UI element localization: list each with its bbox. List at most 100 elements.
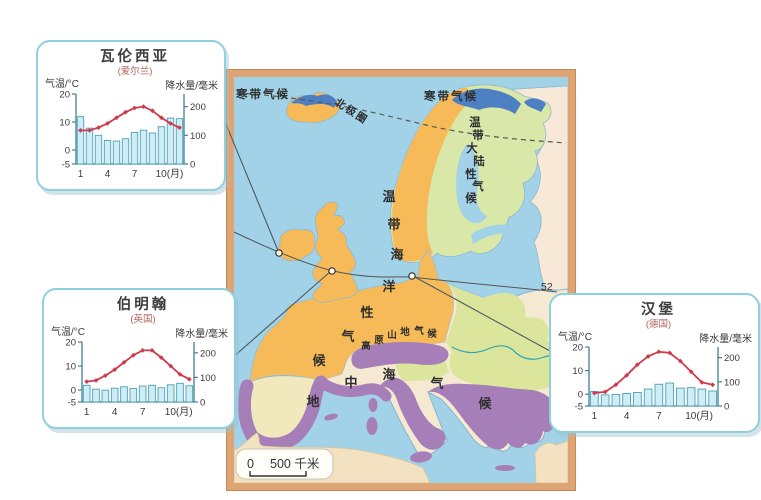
corsica-island [368, 398, 378, 412]
precip-bar [697, 388, 707, 407]
temp-point [656, 349, 662, 355]
precip-bar [92, 388, 100, 403]
highland-char: 原 [374, 335, 384, 346]
temp-point [102, 373, 108, 378]
scale-bracket [249, 471, 307, 477]
precip-tick-label: 100 [200, 373, 216, 384]
precip-bar [82, 384, 91, 403]
precip-tick-label: 100 [724, 377, 740, 388]
mediterranean-char: 地 [306, 394, 319, 409]
highland-char: 气 [413, 325, 424, 337]
temp-axis-label: 气温/°C [558, 330, 592, 343]
temp-point [78, 128, 83, 133]
temp-point [159, 115, 164, 121]
precip-tick-label: 0 [190, 160, 195, 171]
month-tick-label: 10(月) [685, 410, 713, 422]
temp-point [96, 125, 101, 130]
chart-title: 汉堡 [641, 300, 676, 318]
iberia-mediterranean-coast [237, 375, 328, 451]
temp-point [688, 369, 694, 375]
precip-bar [185, 385, 194, 403]
temperate_maritime-char: 温 [382, 189, 395, 204]
anatolia-landmass [534, 440, 568, 483]
precip-bar [686, 387, 696, 407]
precip-bar [157, 126, 166, 165]
temperate_maritime-char: 海 [390, 247, 403, 262]
temp-line [594, 350, 713, 394]
temperate_continental-char: 气 [471, 179, 484, 193]
temperate_continental-char: 大 [466, 141, 478, 155]
temp-point [132, 105, 137, 111]
polar-zone-scandinavia [452, 88, 521, 114]
highland-char: 山 [387, 329, 397, 341]
precip-bar [708, 390, 717, 407]
temp-tick-label: -5 [62, 160, 70, 171]
temp-point [140, 348, 146, 353]
temp-point [177, 372, 183, 377]
precip-bar [110, 387, 119, 403]
month-tick-label: 10(月) [165, 406, 193, 418]
temp-point [677, 358, 683, 364]
precip-bar [121, 138, 130, 165]
temp-point [84, 379, 90, 384]
temp-point [168, 121, 173, 126]
precip-tick-label: 0 [200, 398, 205, 409]
norway-maritime-strip [391, 88, 473, 262]
precip-bar [600, 394, 610, 407]
precip-axis-label: 降水量/毫米 [699, 332, 752, 345]
temperate_continental-char: 候 [465, 191, 477, 205]
gulf-of-bothnia [456, 144, 487, 224]
precip-bar [139, 129, 148, 165]
temperate_maritime-char: 洋 [382, 279, 395, 294]
scale-zero: 0 [247, 457, 254, 471]
temperate_maritime-char: 带 [387, 217, 400, 232]
temp-tick-label: 0 [65, 146, 70, 157]
temp-point [93, 378, 99, 383]
crete-island [495, 465, 515, 471]
temp-point [613, 382, 619, 388]
precip-tick-label: 0 [724, 402, 729, 413]
temp-point [624, 372, 630, 378]
temp-tick-label: 10 [59, 118, 70, 129]
temp-point [634, 362, 640, 368]
italy-landmass [378, 377, 446, 450]
temp-point [87, 128, 92, 133]
precip-bar [633, 392, 642, 407]
mediterranean-char: 海 [382, 367, 395, 382]
highland-char: 地 [400, 326, 410, 338]
scale-bar: 0 500 千米 [235, 448, 334, 480]
month-tick-label: 4 [105, 169, 111, 180]
month-tick-label: 7 [656, 411, 662, 422]
temp-point [177, 125, 182, 130]
temp-point [645, 354, 651, 359]
highland-char: 高 [361, 340, 371, 352]
month-tick-label: 7 [132, 169, 138, 180]
temp-point [149, 348, 155, 353]
balkans-landmass [428, 383, 556, 450]
polar-label-right: 寒带气候 [423, 89, 478, 103]
temperate_maritime-char: 候 [312, 353, 326, 368]
precip-bar [103, 140, 112, 165]
month-tick-label: 10(月) [156, 168, 184, 180]
month-tick-label: 4 [112, 407, 118, 418]
precip-bar [676, 387, 685, 407]
temp-tick-label: 20 [59, 90, 70, 101]
precip-bar [129, 388, 138, 403]
latitude-52-label: 52 [541, 281, 553, 293]
month-tick-label: 1 [84, 407, 90, 418]
temp-axis-label: 气温/°C [51, 325, 85, 338]
temp-point [699, 380, 705, 385]
mediterranean-char: 气 [430, 376, 443, 391]
month-tick-label: 1 [592, 411, 598, 422]
map-canvas: 寒带气候 寒带气候 北极圈 52 温带大陆性气候 温带海洋性气候 高原山地气候 … [234, 77, 568, 483]
arctic-circle-line [236, 92, 567, 144]
temp-line [86, 349, 190, 383]
chart-title: 瓦伦西亚 [100, 47, 170, 65]
temp-tick-label: 0 [71, 386, 76, 397]
temp-tick-label: -5 [575, 402, 583, 413]
precip-tick-label: 200 [200, 348, 216, 359]
